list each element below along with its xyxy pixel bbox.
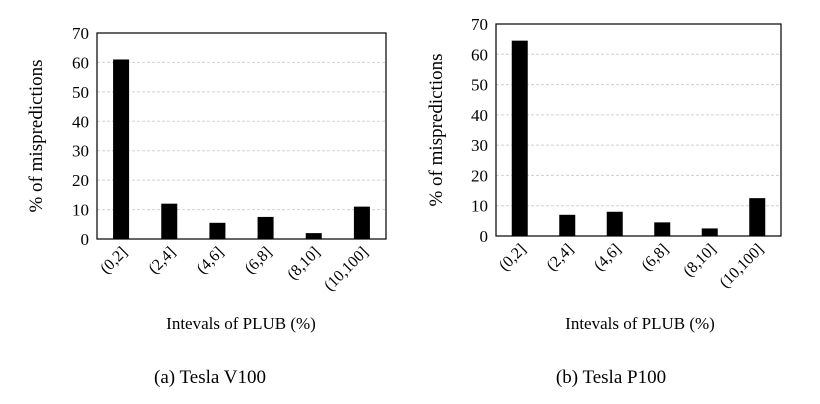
x-tick-label: (4,6] (591, 241, 625, 275)
bar-3 (257, 216, 274, 239)
bar-0 (113, 59, 130, 239)
x-tick-label: (6,8] (638, 241, 672, 275)
bar-2 (606, 211, 623, 236)
plot-frame (96, 32, 387, 240)
y-tick-label: 50 (72, 83, 89, 102)
bar-1 (161, 203, 178, 239)
y-tick-label: 50 (471, 76, 488, 95)
y-tick-label: 10 (72, 201, 89, 220)
y-tick-label: 20 (471, 166, 488, 185)
y-tick-label: 70 (471, 15, 488, 34)
plot-frame (495, 23, 782, 237)
y-tick-label: 0 (81, 230, 90, 249)
bar-3 (654, 222, 671, 236)
x-tick-label: (0,2] (496, 241, 530, 275)
y-tick-label: 60 (471, 45, 488, 64)
x-tick-label: (2,4] (145, 244, 179, 278)
bar-5 (749, 198, 766, 236)
x-tick-label: (8,10] (680, 241, 719, 280)
x-tick-label: (6,8] (242, 244, 276, 278)
figure-caption: (a) Tesla V100 (154, 367, 266, 388)
y-axis-title: % of mispredictions (426, 53, 447, 206)
y-tick-label: 30 (72, 142, 89, 161)
x-tick-label: (0,2] (97, 244, 131, 278)
y-tick-label: 60 (72, 53, 89, 72)
x-tick-label: (10,100] (716, 241, 767, 292)
y-tick-label: 40 (72, 112, 89, 131)
y-tick-label: 30 (471, 136, 488, 155)
figure-caption: (b) Tesla P100 (556, 367, 666, 388)
x-tick-label: (2,4] (543, 241, 577, 275)
y-axis-title: % of mispredictions (26, 59, 47, 212)
chart-1: 0 10 20 30 40 50 60 70 (0,2] (2,4] (4,6] (6,8] (8,10… (26, 24, 387, 388)
y-tick-label: 40 (471, 106, 488, 125)
bar-1 (559, 214, 576, 236)
bar-4 (305, 233, 322, 239)
bar-4 (701, 228, 718, 236)
y-tick-label: 70 (72, 24, 89, 43)
bar-5 (353, 206, 370, 239)
x-tick-label: (10,100] (321, 244, 372, 295)
bar-2 (209, 222, 226, 239)
y-tick-label: 20 (72, 171, 89, 190)
x-axis-title: Intevals of PLUB (%) (565, 314, 715, 333)
bar-0 (511, 40, 528, 237)
y-tick-label: 0 (480, 227, 489, 246)
chart-2: 0 10 20 30 40 50 60 70 (0,2] (2,4] (4,6] (6,8] (8,10… (426, 15, 782, 388)
x-tick-label: (8,10] (284, 244, 323, 283)
y-tick-label: 10 (471, 197, 488, 216)
x-axis-title: Intevals of PLUB (%) (166, 314, 316, 333)
x-tick-label: (4,6] (194, 244, 228, 278)
